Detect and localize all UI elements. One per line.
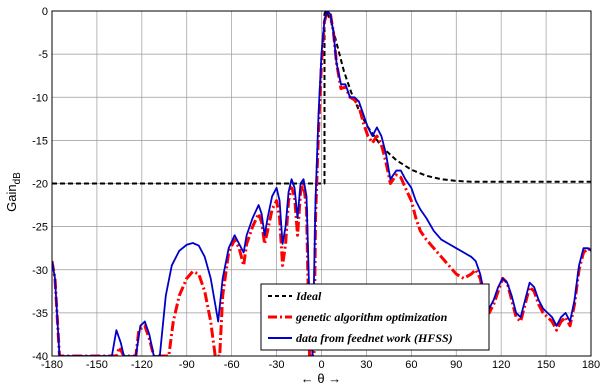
x-tick-label: 150 <box>537 359 555 371</box>
y-tick-label: 0 <box>42 6 48 18</box>
y-tick-label: -10 <box>32 92 48 104</box>
x-tick-label: 120 <box>492 359 510 371</box>
x-tick-label: 60 <box>405 359 417 371</box>
y-tick-label: -25 <box>32 222 48 234</box>
x-tick-label: -120 <box>131 359 153 371</box>
y-axis-label-sub: dB <box>12 172 23 185</box>
y-axis-label: GaindB <box>4 172 23 212</box>
series-line-hfss <box>52 11 591 356</box>
legend: Ideal genetic algorithm optimization dat… <box>260 283 490 351</box>
x-tick-label: -150 <box>86 359 108 371</box>
y-tick-labels: 0 -5 -10 -15 -20 -25 -30 -35 -40 <box>32 6 48 363</box>
x-tick-label: 30 <box>360 359 372 371</box>
x-tick-label: -90 <box>179 359 195 371</box>
y-tick-label: -20 <box>32 179 48 191</box>
x-tick-label: -180 <box>41 359 63 371</box>
legend-label-hfss: data from feednet work (HFSS) <box>296 331 453 345</box>
legend-label-ideal: Ideal <box>295 289 322 303</box>
plot-frame <box>51 10 592 357</box>
x-axis-label: ← θ → <box>301 371 341 386</box>
x-tick-label: -60 <box>224 359 240 371</box>
y-tick-label: -30 <box>32 265 48 277</box>
y-tick-label: -5 <box>38 49 48 61</box>
y-axis-label-main: Gain <box>4 184 19 211</box>
legend-box <box>260 283 490 351</box>
x-tick-label: 0 <box>318 359 324 371</box>
x-tick-label: 90 <box>450 359 462 371</box>
x-tick-labels: -180 -150 -120 -90 -60 -30 0 30 60 90 120 150 180 <box>41 359 600 371</box>
series-group <box>52 11 591 356</box>
x-tick-label: 180 <box>582 359 600 371</box>
series-line-genetic <box>52 11 591 356</box>
legend-label-genetic: genetic algorithm optimization <box>295 310 448 324</box>
y-tick-label: -40 <box>32 351 48 363</box>
y-tick-label: -35 <box>32 308 48 320</box>
y-tick-label: -15 <box>32 135 48 147</box>
x-tick-label: -30 <box>269 359 285 371</box>
